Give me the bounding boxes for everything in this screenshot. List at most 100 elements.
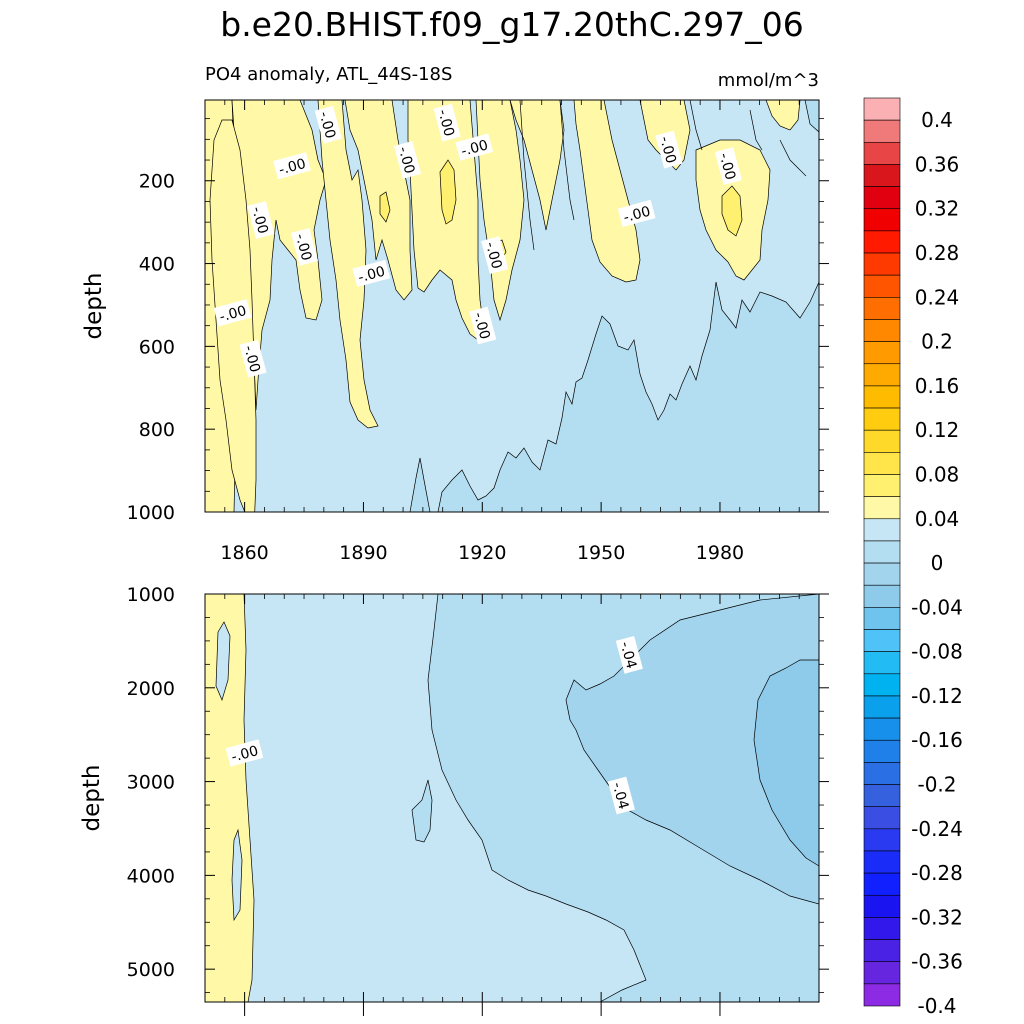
colorbar-swatch [863,186,901,210]
lower-negative-pocket [411,779,433,843]
colorbar-swatch [863,208,901,232]
contour-label-box [615,635,643,674]
colorbar-label: -0.08 [911,640,963,664]
x-tick-label: 1860 [220,542,268,564]
colorbar-label: 0.4 [921,108,953,132]
contour-label-text: -.00 [316,110,339,141]
contour-label-box [481,236,509,275]
colorbar-swatch [863,872,901,896]
colorbar-swatch [863,939,901,963]
contour-label: -.00 [213,299,252,327]
contour-label-box [655,130,683,169]
contour-label-box [617,199,656,227]
lower-plot-frame [204,593,820,1003]
y-tick-label: 2000 [127,678,175,700]
colorbar-label: 0.32 [915,197,960,221]
colorbar-label: 0.24 [915,285,960,309]
colorbar-swatch [863,319,901,342]
colorbar-swatch [863,230,901,254]
colorbar-swatch [863,119,901,143]
contour-label: -.00 [290,227,319,266]
colorbar-label: 0.04 [915,507,960,531]
y-tick-label: 5000 [127,959,175,981]
contour-label-box [225,739,264,767]
colorbar-swatch [863,97,901,121]
contour-label-box [239,339,267,378]
upper-positive-1990s [765,100,801,131]
units-label: mmol/m^3 [718,70,819,91]
upper-positive-1880s [317,100,379,429]
colorbar-label: 0.08 [915,462,960,486]
contour-label: -.00 [352,259,391,288]
contour-label: -.00 [273,152,311,180]
contour-label-text: -.00 [218,303,249,326]
colorbar-swatch [863,961,901,985]
colorbar-swatch [863,894,901,918]
colorbar-label: -0.16 [911,728,963,752]
contour-label-text: -.00 [716,151,739,182]
contour-label-text: -.00 [434,108,457,139]
contour-label: -.00 [225,739,264,767]
colorbar-swatch [863,717,901,741]
x-tick-label: 1980 [696,542,744,564]
contour-label-box [273,152,311,180]
colorbar-swatch [863,673,901,697]
contour-label-text: -.00 [240,344,263,375]
colorbar-swatch [863,474,901,497]
colorbar-swatch [863,496,901,520]
contour-label: -.00 [469,306,497,345]
colorbar-swatch [863,983,901,1007]
colorbar-swatch [863,695,901,719]
colorbar-label: -0.04 [911,595,963,619]
upper-positive-1910s [475,100,525,322]
contour-label-text: -.00 [277,156,308,179]
colorbar-swatch [863,429,901,453]
upper-contour-labels: -.00 -.00 -.00 -.00 -.00 -.00 -.00 -.00 -.00 -.00… [213,103,742,378]
colorbar-swatch [863,407,901,431]
upper-positive-1920s [509,100,565,231]
colorbar-swatch [863,540,901,564]
colorbar-label: 0.12 [915,418,960,442]
contour-label-box [393,141,422,179]
colorbar-label: 0.16 [915,374,960,398]
contour-label-box [433,103,461,142]
colorbar-swatch [863,252,901,276]
y-tick-label: 1000 [127,502,175,524]
colorbar-label: 0 [931,551,944,575]
contour-label-text: -.00 [395,145,418,176]
upper-panel-title: PO4 anomaly, ATL_44S-18S [205,64,452,85]
colorbar-swatch [863,739,901,763]
colorbar-swatch [863,629,901,652]
contour-label-text: -.00 [292,232,315,263]
upper-positive-cores [379,159,743,263]
contour-label-box [213,299,252,327]
lower-positive-strip-pockets [215,621,243,922]
colorbar-swatch [863,274,901,298]
contour-label-text: -.04 [609,781,632,812]
figure-title: b.e20.BHIST.f09_g17.20thC.297_06 [220,5,803,44]
colorbar-label: -0.36 [911,950,963,974]
y-tick-label: 800 [139,419,175,441]
colorbar-label: -0.2 [917,773,956,797]
y-tick-label: 4000 [127,865,175,887]
upper-plot-frame [204,99,820,513]
contour-label: -.04 [615,635,643,674]
y-tick-label: 1000 [127,584,175,606]
upper-axis-ticks: 1860 1890 1920 1950 1980 200 400 600 800 1000 [127,100,829,564]
colorbar-swatch [863,385,901,409]
y-tick-label: 400 [139,254,175,276]
colorbar-swatch [863,828,901,852]
y-tick-label: 3000 [127,772,175,794]
x-tick-label: 1950 [577,542,625,564]
contour-label: -.00 [655,130,683,169]
lower-contour-field [205,594,819,1002]
colorbar-label: 0.2 [921,330,953,354]
upper-panel: PO4 anomaly, ATL_44S-18S mmol/m^3 [81,64,829,564]
lower-contour-labels: -.00 -.04 -.04 [225,635,643,815]
contour-label-text: -.00 [470,311,493,342]
lower-positive-left-strip [205,594,255,1002]
lower-ylabel: depth [79,765,105,832]
lower-axis-ticks: 1000 2000 3000 4000 5000 [127,584,829,1016]
colorbar-swatch [863,917,901,940]
